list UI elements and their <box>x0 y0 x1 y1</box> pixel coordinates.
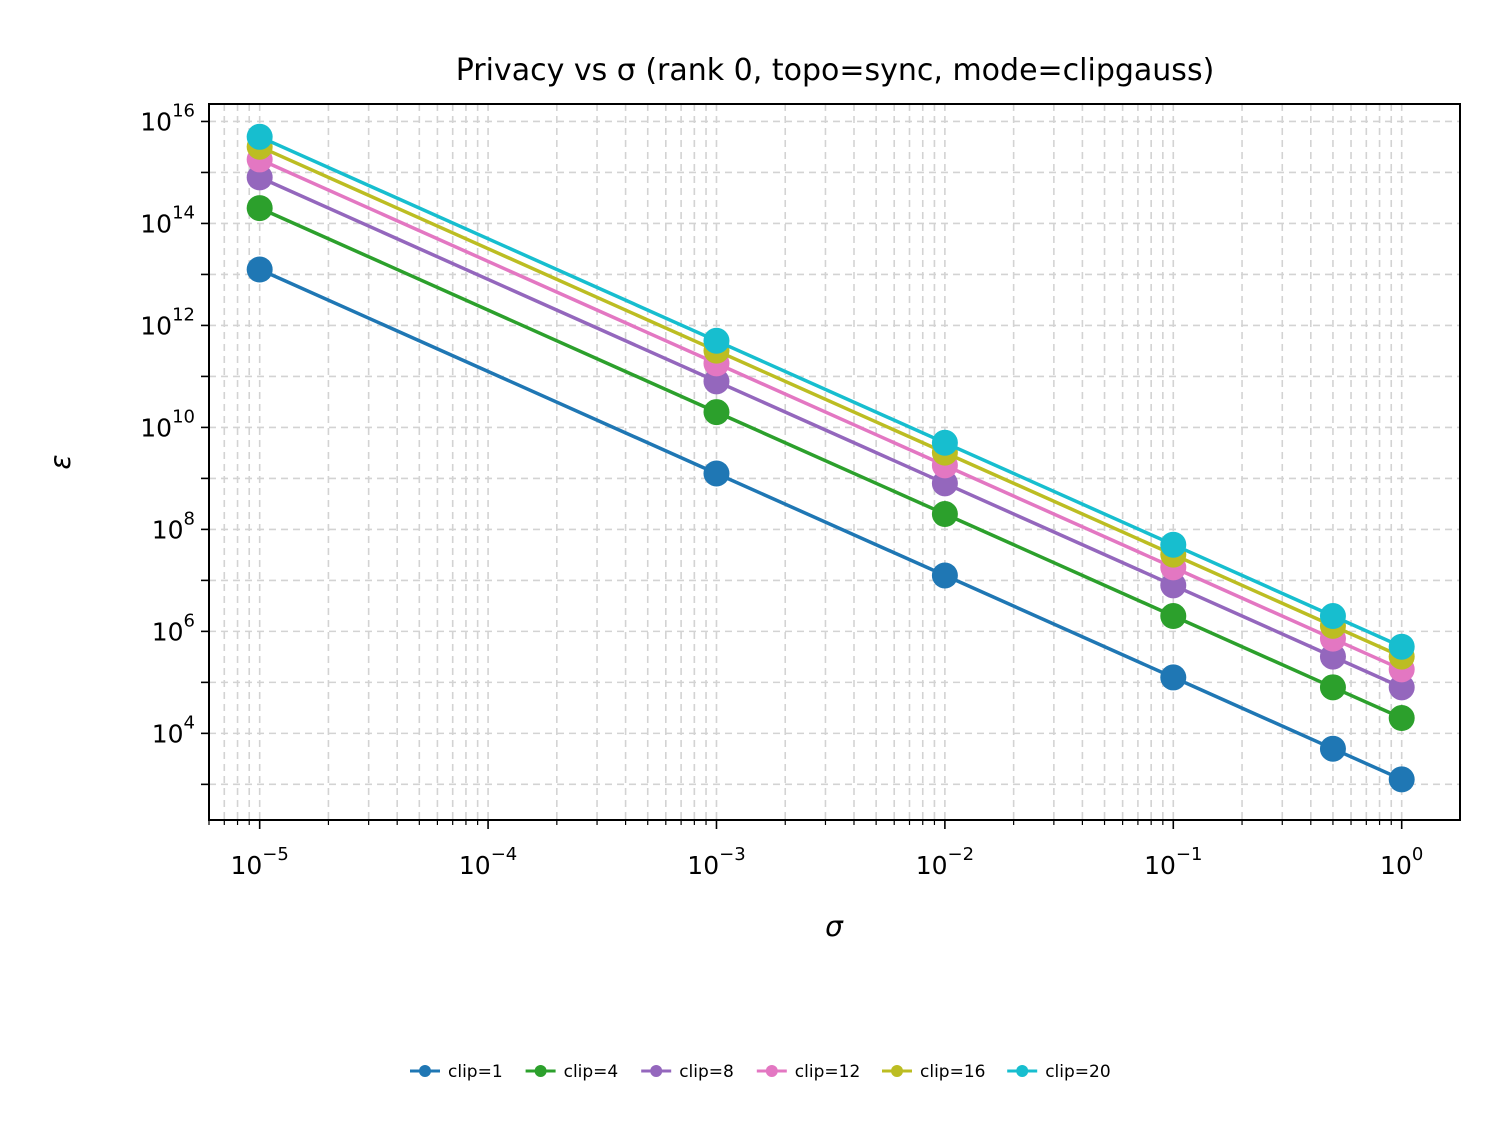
legend-entry: clip=12 <box>756 1062 860 1082</box>
x-tick-label: 10−4 <box>459 844 517 880</box>
data-point <box>246 164 273 191</box>
series-clip=16 <box>246 133 1415 670</box>
data-point <box>1319 735 1346 762</box>
x-tick-label: 10−3 <box>687 844 745 880</box>
legend-label: clip=8 <box>679 1062 734 1082</box>
data-point <box>1319 643 1346 670</box>
y-tick-label: 106 <box>152 610 195 646</box>
y-tick-label: 1016 <box>140 100 195 136</box>
x-tick-label: 10−5 <box>230 844 288 880</box>
legend: clip=1 clip=4 clip=8 clip=12 clip=16 clip=20 <box>410 1062 1111 1082</box>
data-point <box>1160 664 1187 691</box>
legend-label: clip=16 <box>920 1062 985 1082</box>
plot-frame <box>208 103 1461 821</box>
y-tick-label: 1010 <box>140 406 195 442</box>
data-point <box>1160 603 1187 630</box>
data-point <box>931 429 958 456</box>
series-clip=1 <box>246 256 1415 793</box>
chart-title: Privacy vs σ (rank 0, topo=sync, mode=cl… <box>456 53 1215 88</box>
x-tick-label: 10−1 <box>1144 844 1202 880</box>
legend-marker <box>534 1065 547 1077</box>
data-point <box>1160 531 1187 558</box>
legend-label: clip=4 <box>564 1062 619 1082</box>
legend-label: clip=20 <box>1045 1062 1110 1082</box>
axis-ticks: 10−5 10−4 10−3 10−2 10−1 100 104 106 108 1010 1012… <box>140 100 1423 880</box>
x-axis-label: σ <box>825 910 844 943</box>
legend-label: clip=1 <box>448 1062 503 1082</box>
legend-marker <box>1016 1065 1029 1077</box>
data-point <box>703 460 730 487</box>
data-point <box>931 562 958 589</box>
legend-label: clip=12 <box>795 1062 860 1082</box>
series-clip=4 <box>246 195 1415 732</box>
data-point <box>246 123 273 150</box>
data-point <box>1388 766 1415 793</box>
data-point <box>1319 603 1346 630</box>
series-line <box>258 206 1403 720</box>
legend-entry: clip=8 <box>641 1062 734 1082</box>
legend-marker <box>891 1065 903 1077</box>
data-point <box>931 501 958 528</box>
data-point <box>246 256 273 283</box>
series-clip=20 <box>246 123 1415 660</box>
x-tick-label: 100 <box>1380 844 1423 880</box>
series-clip=8 <box>246 164 1415 701</box>
grid-lines <box>208 104 1460 820</box>
legend-entry: clip=4 <box>525 1062 619 1082</box>
data-point <box>703 327 730 354</box>
legend-marker <box>419 1065 431 1077</box>
data-point <box>1319 674 1346 701</box>
data-point <box>1160 572 1187 599</box>
data-point <box>1388 705 1415 732</box>
legend-entry: clip=1 <box>410 1062 503 1082</box>
data-point <box>246 195 273 222</box>
y-tick-label: 1014 <box>140 202 195 238</box>
data-point <box>931 470 958 497</box>
series-line <box>258 157 1403 671</box>
plot-series <box>246 123 1415 793</box>
data-point <box>703 399 730 426</box>
series-clip=12 <box>246 146 1415 683</box>
legend-marker <box>765 1065 778 1077</box>
x-tick-label: 10−2 <box>916 844 974 880</box>
y-tick-label: 108 <box>152 508 195 544</box>
y-tick-label: 1012 <box>140 304 195 340</box>
data-point <box>703 368 730 395</box>
y-tick-label: 104 <box>152 712 195 748</box>
data-point <box>1388 674 1415 701</box>
data-point <box>1388 633 1415 660</box>
legend-marker <box>650 1065 663 1077</box>
y-axis-label: ε <box>44 454 77 469</box>
legend-entry: clip=20 <box>1007 1062 1111 1082</box>
legend-entry: clip=16 <box>882 1062 985 1082</box>
series-line <box>258 135 1403 649</box>
series-line <box>258 267 1403 781</box>
series-line <box>258 175 1403 689</box>
